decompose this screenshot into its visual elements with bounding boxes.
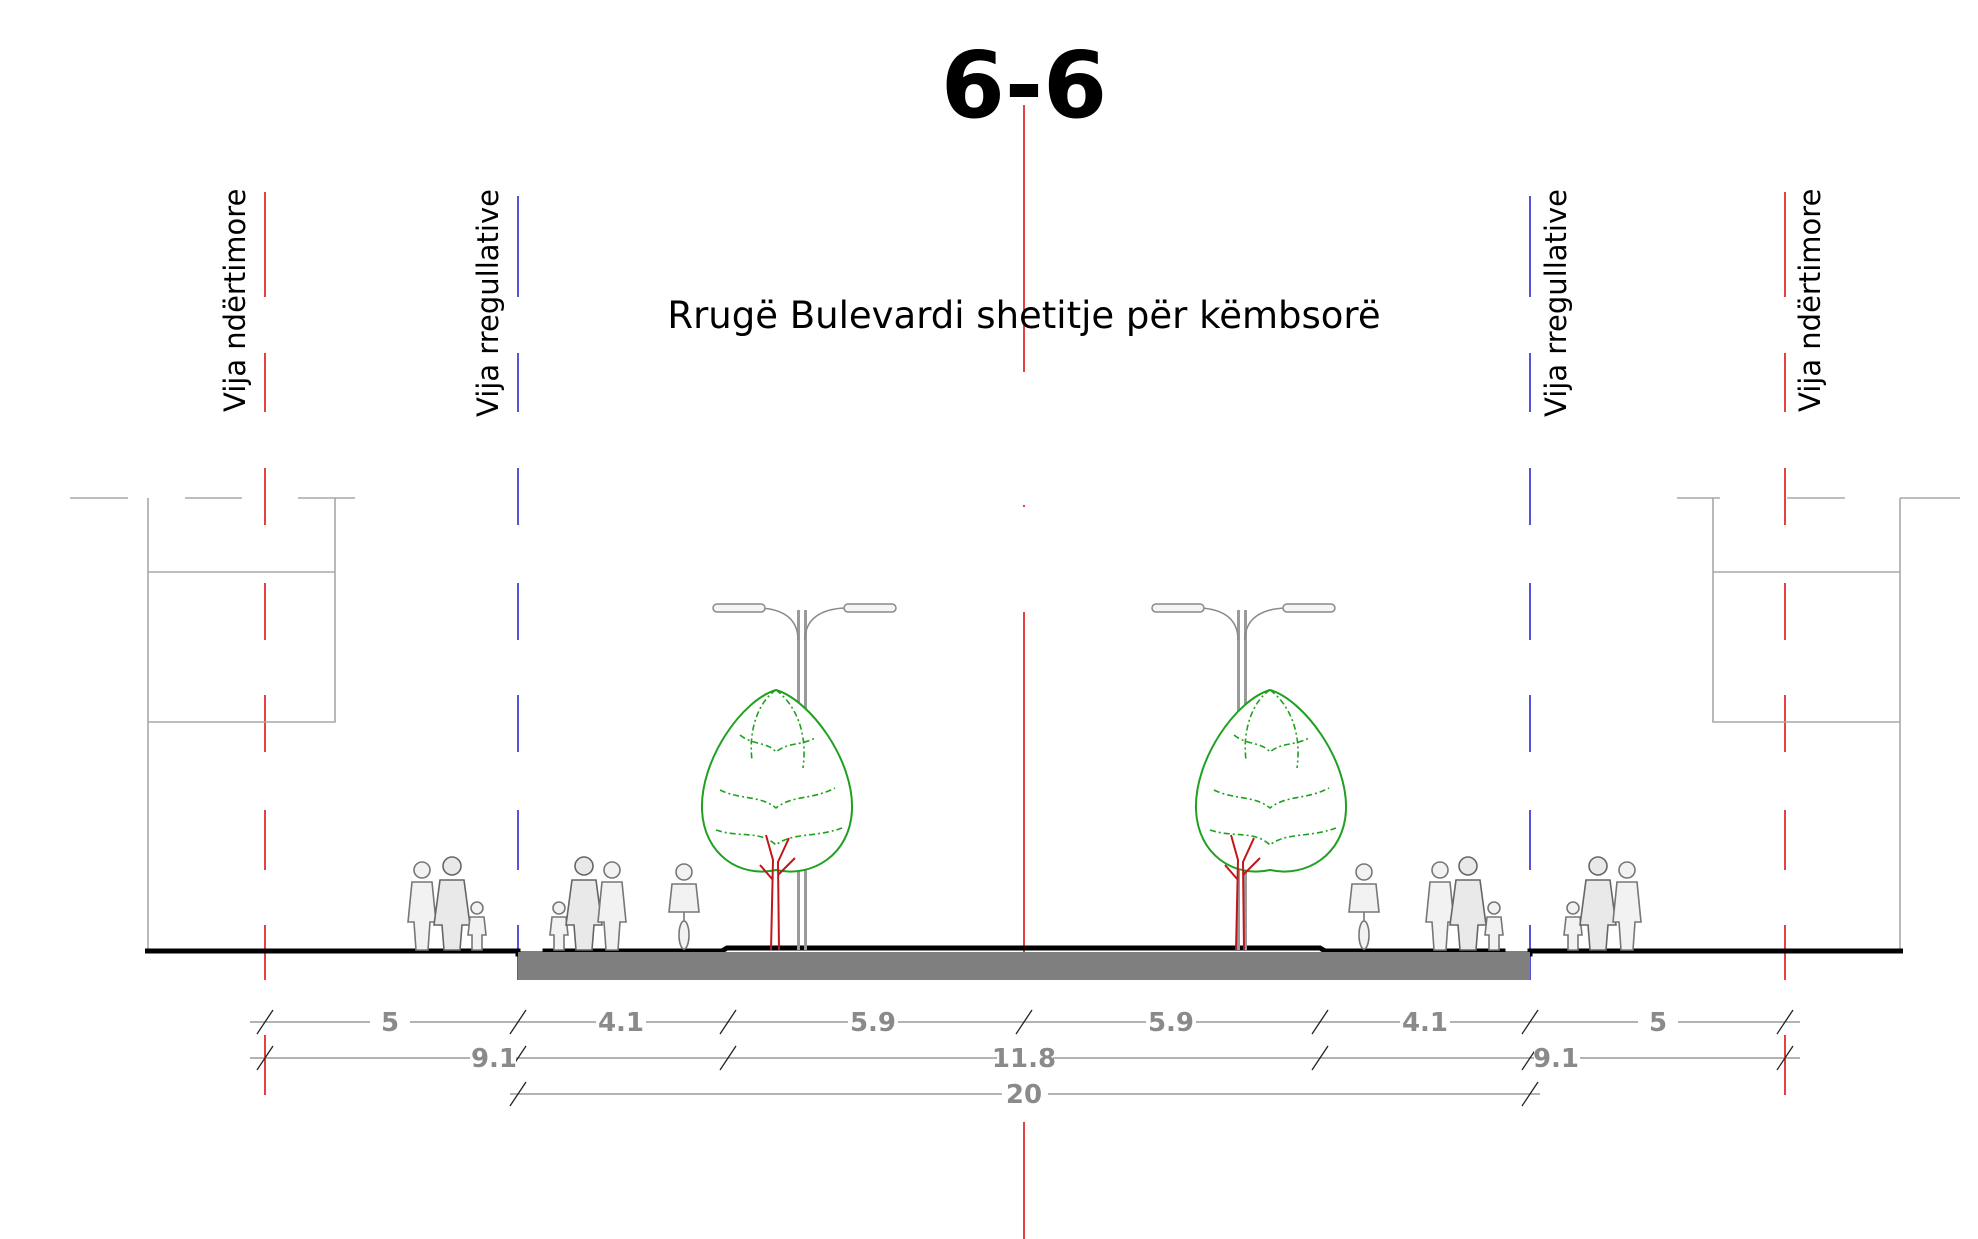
label-regulation-line-left: Vija rregullative xyxy=(471,189,505,417)
dim-cycle-left: 4.1 xyxy=(598,1008,644,1038)
dim-left-total: 9.1 xyxy=(471,1044,517,1074)
building-right xyxy=(1677,497,1960,950)
dimension-labels-row3: 20 xyxy=(1002,1080,1048,1110)
road-surface xyxy=(518,952,1530,980)
dim-lane-left: 5.9 xyxy=(850,1008,896,1038)
tree-left xyxy=(700,688,854,951)
building-left xyxy=(70,497,355,950)
cyclist-right xyxy=(1348,863,1380,950)
dim-road-total: 20 xyxy=(1006,1080,1042,1110)
dim-sidewalk-right: 5 xyxy=(1649,1008,1667,1038)
pedestrian-group-1 xyxy=(407,856,487,951)
pedestrian-group-3 xyxy=(1425,856,1504,951)
cyclist-left xyxy=(668,863,700,950)
tree-right xyxy=(1194,688,1348,951)
dimension-labels-row1: 5 4.1 5.9 5.9 4.1 5 xyxy=(370,1008,1678,1038)
label-regulation-line-right: Vija rregullative xyxy=(1539,189,1573,417)
dim-center-total: 11.8 xyxy=(992,1044,1056,1074)
dim-sidewalk-left: 5 xyxy=(381,1008,399,1038)
dim-right-total: 9.1 xyxy=(1533,1044,1579,1074)
label-building-line-right: Vija ndërtimore xyxy=(1793,189,1827,412)
pedestrian-group-2 xyxy=(549,856,627,951)
dim-cycle-right: 4.1 xyxy=(1402,1008,1448,1038)
dimension-labels-row2: 9.1 11.8 9.1 xyxy=(470,1044,1580,1074)
pedestrian-group-4 xyxy=(1563,856,1642,951)
label-building-line-left: Vija ndërtimore xyxy=(218,189,252,412)
dim-lane-right: 5.9 xyxy=(1148,1008,1194,1038)
section-subtitle: Rrugë Bulevardi shetitje për këmbsorë xyxy=(667,294,1380,337)
